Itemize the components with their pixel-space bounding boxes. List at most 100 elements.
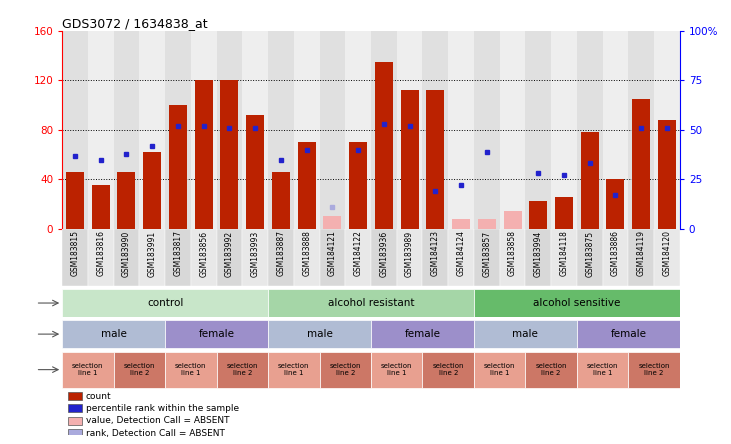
Text: GSM183992: GSM183992 <box>225 230 234 277</box>
Bar <box>478 219 496 229</box>
Bar <box>194 80 213 229</box>
Bar <box>526 31 551 229</box>
Bar <box>68 404 82 412</box>
Bar <box>371 320 474 348</box>
Text: GSM183936: GSM183936 <box>379 230 388 277</box>
Text: selection
line 1: selection line 1 <box>175 363 207 376</box>
Bar <box>118 172 135 229</box>
Text: GSM184123: GSM184123 <box>431 230 440 277</box>
Bar <box>113 229 140 286</box>
Bar <box>555 197 573 229</box>
Text: GSM184120: GSM184120 <box>662 230 672 277</box>
Text: selection
line 2: selection line 2 <box>124 363 155 376</box>
Bar <box>500 31 526 229</box>
Bar <box>88 31 113 229</box>
Text: GSM183994: GSM183994 <box>534 230 543 277</box>
Bar <box>298 142 316 229</box>
Bar <box>319 229 345 286</box>
Bar <box>62 320 165 348</box>
Bar <box>426 91 444 229</box>
Bar <box>423 229 448 286</box>
Text: GSM183857: GSM183857 <box>482 230 491 277</box>
Bar <box>577 31 602 229</box>
Bar <box>448 31 474 229</box>
Text: value, Detection Call = ABSENT: value, Detection Call = ABSENT <box>86 416 229 425</box>
Text: male: male <box>306 329 333 339</box>
Text: selection
line 2: selection line 2 <box>638 363 670 376</box>
Text: selection
line 2: selection line 2 <box>433 363 464 376</box>
Text: GSM183888: GSM183888 <box>302 230 311 276</box>
Bar <box>577 352 629 388</box>
Bar <box>349 142 367 229</box>
Bar <box>452 219 470 229</box>
Bar <box>323 216 341 229</box>
Bar <box>423 31 448 229</box>
Bar <box>607 179 624 229</box>
Text: GSM183816: GSM183816 <box>96 230 105 277</box>
Bar <box>629 352 680 388</box>
Bar <box>113 352 165 388</box>
Bar <box>294 31 319 229</box>
Bar <box>448 229 474 286</box>
Text: selection
line 2: selection line 2 <box>535 363 567 376</box>
Text: GSM183815: GSM183815 <box>70 230 80 277</box>
Bar <box>143 152 162 229</box>
Text: percentile rank within the sample: percentile rank within the sample <box>86 404 239 413</box>
Bar <box>165 352 216 388</box>
Bar <box>68 429 82 437</box>
Text: selection
line 1: selection line 1 <box>381 363 412 376</box>
Bar <box>602 229 629 286</box>
Bar <box>140 31 165 229</box>
Bar <box>62 289 268 317</box>
Text: alcohol resistant: alcohol resistant <box>327 298 414 308</box>
Text: GSM183993: GSM183993 <box>251 230 260 277</box>
Bar <box>577 229 602 286</box>
Text: GSM184118: GSM184118 <box>559 230 569 276</box>
Text: female: female <box>610 329 646 339</box>
Bar <box>216 31 242 229</box>
Text: GSM184121: GSM184121 <box>328 230 337 276</box>
Bar <box>375 62 393 229</box>
Bar <box>165 320 268 348</box>
Text: selection
line 1: selection line 1 <box>278 363 309 376</box>
Bar <box>526 352 577 388</box>
Text: GSM184122: GSM184122 <box>354 230 363 276</box>
Bar <box>551 229 577 286</box>
Text: selection
line 2: selection line 2 <box>227 363 258 376</box>
Text: alcohol sensitive: alcohol sensitive <box>533 298 621 308</box>
Text: GDS3072 / 1634838_at: GDS3072 / 1634838_at <box>62 17 208 30</box>
Bar <box>62 352 113 388</box>
Bar <box>602 31 629 229</box>
Text: GSM183858: GSM183858 <box>508 230 517 277</box>
Bar <box>474 229 500 286</box>
Text: GSM183856: GSM183856 <box>199 230 208 277</box>
Bar <box>474 289 680 317</box>
Bar <box>191 31 216 229</box>
Bar <box>371 31 397 229</box>
Bar <box>246 115 264 229</box>
Text: female: female <box>199 329 235 339</box>
Bar <box>319 31 345 229</box>
Bar <box>526 229 551 286</box>
Bar <box>221 80 238 229</box>
Bar <box>242 31 268 229</box>
Bar <box>62 229 88 286</box>
Text: male: male <box>512 329 538 339</box>
Text: GSM183989: GSM183989 <box>405 230 414 277</box>
Text: male: male <box>101 329 126 339</box>
Bar <box>216 352 268 388</box>
Text: selection
line 2: selection line 2 <box>330 363 361 376</box>
Bar <box>268 229 294 286</box>
Bar <box>345 229 371 286</box>
Bar <box>345 31 371 229</box>
Bar <box>504 211 521 229</box>
Bar <box>577 320 680 348</box>
Bar <box>140 229 165 286</box>
Bar <box>165 229 191 286</box>
Text: GSM184119: GSM184119 <box>637 230 645 277</box>
Bar <box>654 31 680 229</box>
Bar <box>551 31 577 229</box>
Bar <box>474 352 526 388</box>
Text: count: count <box>86 392 111 400</box>
Text: GSM183990: GSM183990 <box>122 230 131 277</box>
